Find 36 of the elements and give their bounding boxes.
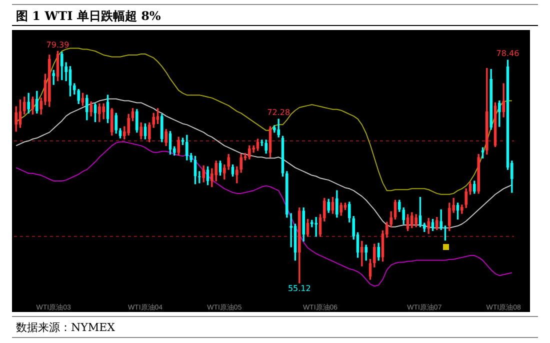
candlestick <box>440 209 443 230</box>
annotation: 79.39 <box>46 40 70 50</box>
candlestick <box>135 109 138 133</box>
candlestick <box>60 52 64 80</box>
candlestick <box>114 112 118 134</box>
candlestick <box>35 90 38 114</box>
candlestick <box>498 100 501 127</box>
source-note: 数据来源：NYMEX <box>12 316 538 338</box>
candlestick <box>185 134 188 160</box>
candlestick <box>77 89 80 104</box>
candlestick <box>335 190 338 218</box>
candlestick <box>402 207 406 224</box>
annotation: 55.12 <box>288 284 311 294</box>
candlestick <box>190 153 193 162</box>
candlestick <box>85 94 88 120</box>
candlestick <box>52 70 56 85</box>
annotation: 78.46 <box>496 49 520 58</box>
candlestick <box>27 92 30 114</box>
candlestick <box>302 207 306 242</box>
candlestick <box>422 222 426 232</box>
candlestick <box>64 62 68 82</box>
candlestick <box>472 180 476 194</box>
chart-title: 图 1 WTI 单日跌幅超 8% <box>12 4 538 26</box>
candlestick <box>264 140 268 154</box>
candlestick <box>327 198 330 213</box>
candlestick <box>377 242 380 261</box>
annotation: 72.28 <box>267 108 290 118</box>
candlestick <box>398 200 401 212</box>
candlestick <box>72 83 76 94</box>
candlestick <box>277 118 280 138</box>
candlestick <box>285 171 288 218</box>
candlestick <box>364 244 368 261</box>
candlestick <box>490 68 493 130</box>
candlestick <box>160 114 164 142</box>
candlestick <box>348 202 351 222</box>
candlestick <box>272 125 276 133</box>
